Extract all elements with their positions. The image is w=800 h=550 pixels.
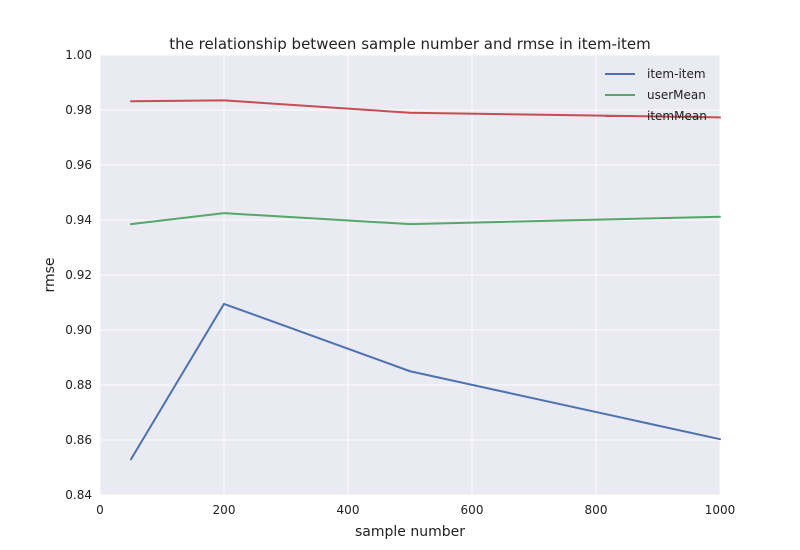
y-tick-label: 0.84 (65, 488, 92, 502)
legend-label: itemMean (647, 109, 707, 123)
tick-labels: 0 200 400 600 800 1000 0.84 0.86 0.88 0.90 0.92 0.9… (65, 48, 735, 517)
y-tick-label: 0.86 (65, 433, 92, 447)
y-tick-label: 0.98 (65, 103, 92, 117)
x-tick-label: 400 (337, 503, 360, 517)
y-tick-label: 0.90 (65, 323, 92, 337)
x-tick-label: 1000 (705, 503, 736, 517)
series-group (130, 99, 721, 461)
x-tick-label: 200 (213, 503, 236, 517)
x-tick-label: 800 (585, 503, 608, 517)
y-tick-label: 0.88 (65, 378, 92, 392)
y-tick-label: 0.96 (65, 158, 92, 172)
series-line-userMean (130, 212, 721, 226)
y-tick-label: 0.92 (65, 268, 92, 282)
x-tick-label: 0 (96, 503, 104, 517)
y-tick-label: 1.00 (65, 48, 92, 62)
series-line-itemMean (130, 99, 721, 119)
y-tick-label: 0.94 (65, 213, 92, 227)
x-axis-label: sample number (355, 524, 465, 540)
grid (99, 54, 721, 496)
x-tick-label: 600 (461, 503, 484, 517)
legend: item-item userMean itemMean (605, 67, 707, 123)
series-line-item-item (130, 302, 721, 461)
y-axis-label: rmse (42, 257, 58, 292)
legend-label: item-item (647, 67, 706, 81)
chart-title: the relationship between sample number a… (169, 35, 651, 53)
legend-label: userMean (647, 88, 706, 102)
